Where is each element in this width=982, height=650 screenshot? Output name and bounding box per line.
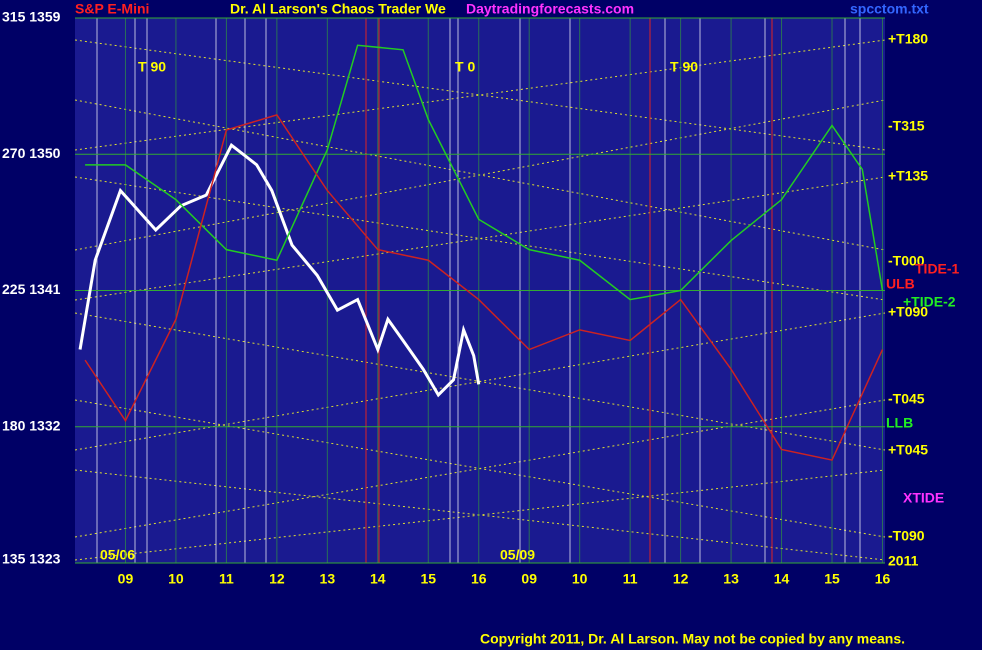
x-tick-label: 11 — [623, 571, 638, 587]
annotation: XTIDE — [903, 490, 944, 506]
x-tick-label: 14 — [370, 571, 386, 587]
annotation: ULB — [886, 276, 915, 292]
x-tick-label: 16 — [875, 571, 891, 587]
instrument: S&P E-Mini — [75, 1, 149, 17]
series-line — [84, 114, 884, 461]
x-tick-label: 12 — [673, 571, 689, 587]
annotation: TIDE-1 — [915, 261, 960, 277]
annotation: -T090 — [888, 528, 925, 544]
x-tick-label: 14 — [774, 571, 790, 587]
site: Daytradingforecasts.com — [466, 1, 634, 17]
annotation: +T090 — [888, 304, 928, 320]
x-tick-label: 12 — [269, 571, 285, 587]
annotation: +TIDE-2 — [903, 294, 956, 310]
annotation: T 90 — [138, 59, 166, 75]
annotation: +T045 — [888, 442, 928, 458]
x-tick-label: 15 — [420, 571, 436, 587]
series-line — [78, 142, 481, 398]
decor-diagonals — [74, 39, 886, 561]
y-tick-label: 270 1350 — [2, 145, 61, 161]
annotation: T 0 — [455, 59, 475, 75]
x-tick-label: 13 — [723, 571, 739, 587]
x-tick-label: 10 — [168, 571, 184, 587]
annotation: -T045 — [888, 391, 925, 407]
chart-title: Dr. Al Larson's Chaos Trader We — [230, 1, 446, 17]
x-tick-label: 15 — [824, 571, 840, 587]
annotation: T 90 — [670, 59, 698, 75]
x-tick-label: 10 — [572, 571, 588, 587]
y-tick-label: 135 1323 — [2, 551, 61, 567]
annotation: -T000 — [888, 253, 925, 269]
copyright: Copyright 2011, Dr. Al Larson. May not b… — [480, 631, 905, 647]
y-tick-label: 180 1332 — [2, 417, 61, 433]
y-tick-label: 225 1341 — [2, 281, 61, 297]
date-label: 05/09 — [500, 547, 535, 563]
annotation: +T135 — [888, 168, 928, 184]
date-label: 05/06 — [100, 547, 135, 563]
y-tick-label: 315 1359 — [2, 9, 61, 25]
annotation: LLB — [886, 415, 913, 431]
x-tick-label: 09 — [521, 571, 537, 587]
file-name: spcctom.txt — [850, 1, 929, 17]
x-tick-label: 09 — [118, 571, 134, 587]
annotation: -T315 — [888, 118, 925, 134]
annotation: +T180 — [888, 31, 928, 47]
year-label: 2011 — [888, 553, 919, 569]
x-tick-label: 16 — [471, 571, 487, 587]
x-tick-label: 13 — [320, 571, 336, 587]
series-line — [85, 44, 884, 301]
x-tick-label: 11 — [219, 571, 234, 587]
